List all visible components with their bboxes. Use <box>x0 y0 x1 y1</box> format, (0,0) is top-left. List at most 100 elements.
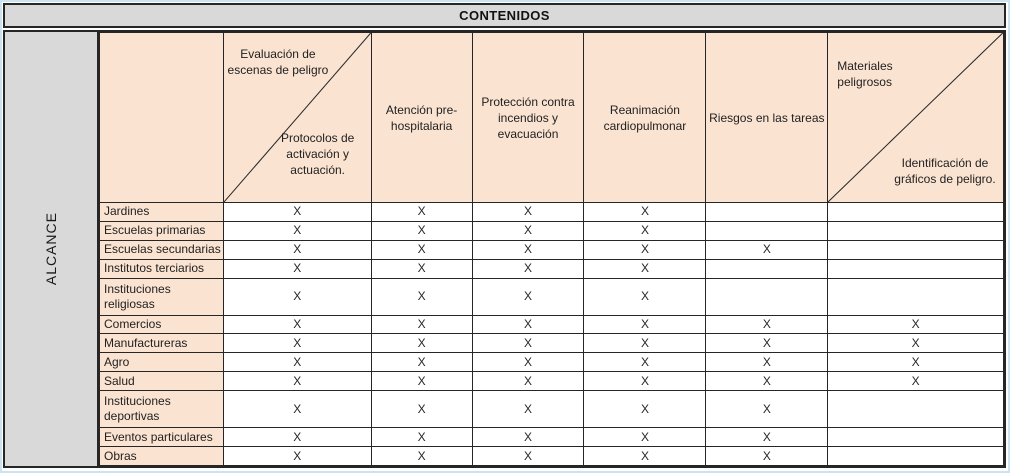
matrix-cell[interactable]: X <box>222 239 372 260</box>
matrix-cell[interactable]: X <box>705 371 829 392</box>
matrix-cell[interactable]: X <box>827 371 1004 392</box>
matrix-cell[interactable]: X <box>222 333 372 354</box>
column-header-proteccion[interactable]: Protección contra incendios y evacuación <box>471 32 585 203</box>
row-label-cell[interactable]: Eventos particulares <box>99 427 224 448</box>
matrix-cell[interactable]: X <box>370 314 473 335</box>
contenidos-matrix-table: Evaluación de escenas de peligro Protoco… <box>99 32 1004 466</box>
matrix-cell[interactable] <box>827 390 1004 429</box>
matrix-cell[interactable]: X <box>827 352 1004 373</box>
matrix-cell[interactable]: X <box>471 239 585 260</box>
matrix-cell[interactable] <box>705 258 829 279</box>
matrix-cell[interactable] <box>705 277 829 316</box>
matrix-cell[interactable]: X <box>471 258 585 279</box>
matrix-cell[interactable]: X <box>705 427 829 448</box>
matrix-cell[interactable] <box>705 220 829 241</box>
contenidos-title: CONTENIDOS <box>459 8 550 23</box>
matrix-cell[interactable]: X <box>222 258 372 279</box>
matrix-cell[interactable]: X <box>583 239 707 260</box>
matrix-cell[interactable]: X <box>583 258 707 279</box>
table-row: Instituciones religiosas X X X X <box>99 277 1004 316</box>
matrix-cell[interactable]: X <box>222 427 372 448</box>
matrix-cell[interactable] <box>827 258 1004 279</box>
matrix-cell[interactable]: X <box>370 277 473 316</box>
row-label-cell[interactable]: Instituciones religiosas <box>99 277 224 316</box>
matrix-cell[interactable]: X <box>471 277 585 316</box>
row-label-cell[interactable]: Obras <box>99 446 224 466</box>
matrix-cell[interactable]: X <box>222 202 372 222</box>
header-row: Evaluación de escenas de peligro Protoco… <box>99 32 1004 203</box>
row-label-cell[interactable]: Institutos terciarios <box>99 258 224 279</box>
row-label-cell[interactable]: Instituciones deportivas <box>99 390 224 429</box>
matrix-cell[interactable]: X <box>370 202 473 222</box>
matrix-cell[interactable]: X <box>222 446 372 466</box>
diagonal-divider-line <box>224 33 371 202</box>
matrix-cell[interactable]: X <box>705 314 829 335</box>
row-label-cell[interactable]: Comercios <box>99 314 224 335</box>
matrix-cell[interactable] <box>827 427 1004 448</box>
matrix-cell[interactable]: X <box>370 239 473 260</box>
matrix-cell[interactable]: X <box>222 371 372 392</box>
matrix-cell[interactable]: X <box>471 314 585 335</box>
matrix-cell[interactable]: X <box>370 446 473 466</box>
row-label-cell[interactable]: Agro <box>99 352 224 373</box>
matrix-cell[interactable]: X <box>705 239 829 260</box>
matrix-cell[interactable]: X <box>370 390 473 429</box>
matrix-cell[interactable]: X <box>471 390 585 429</box>
matrix-cell[interactable]: X <box>222 220 372 241</box>
row-label-cell[interactable]: Manufactureras <box>99 333 224 354</box>
row-label-cell[interactable]: Escuelas primarias <box>99 220 224 241</box>
diagonal-divider-line <box>828 33 1003 202</box>
matrix-cell[interactable]: X <box>471 220 585 241</box>
matrix-cell[interactable]: X <box>583 427 707 448</box>
row-label-cell[interactable]: Salud <box>99 371 224 392</box>
matrix-cell[interactable]: X <box>705 352 829 373</box>
matrix-cell[interactable]: X <box>471 333 585 354</box>
matrix-cell[interactable]: X <box>705 390 829 429</box>
matrix-cell[interactable]: X <box>583 314 707 335</box>
matrix-cell[interactable]: X <box>471 427 585 448</box>
matrix-cell[interactable] <box>705 202 829 222</box>
column-header-riesgos[interactable]: Riesgos en las tareas <box>705 32 829 203</box>
column-header-evaluacion-protocolos[interactable]: Evaluación de escenas de peligro Protoco… <box>222 32 372 203</box>
matrix-cell[interactable]: X <box>222 390 372 429</box>
matrix-cell[interactable]: X <box>583 333 707 354</box>
column-header-reanimacion[interactable]: Reanimación cardiopulmonar <box>583 32 707 203</box>
matrix-cell[interactable] <box>827 277 1004 316</box>
matrix-cell[interactable] <box>827 239 1004 260</box>
matrix-cell[interactable]: X <box>370 220 473 241</box>
matrix-cell[interactable]: X <box>471 371 585 392</box>
matrix-cell[interactable]: X <box>583 220 707 241</box>
matrix-cell[interactable]: X <box>370 333 473 354</box>
matrix-cell[interactable]: X <box>583 446 707 466</box>
matrix-cell[interactable]: X <box>827 314 1004 335</box>
matrix-cell[interactable]: X <box>705 333 829 354</box>
matrix-cell[interactable]: X <box>705 446 829 466</box>
corner-empty-cell[interactable] <box>99 32 224 203</box>
matrix-cell[interactable]: X <box>583 277 707 316</box>
matrix-cell[interactable]: X <box>222 277 372 316</box>
row-label-cell[interactable]: Escuelas secundarias <box>99 239 224 260</box>
column-header-atencion[interactable]: Atención pre-hospitalaria <box>370 32 473 203</box>
matrix-cell[interactable]: X <box>370 371 473 392</box>
column-header-bottom-label: Protocolos de activación y actuación. <box>280 131 355 177</box>
matrix-cell[interactable]: X <box>583 202 707 222</box>
matrix-cell[interactable] <box>827 202 1004 222</box>
matrix-cell[interactable]: X <box>583 352 707 373</box>
matrix-cell[interactable]: X <box>370 427 473 448</box>
matrix-cell[interactable] <box>827 220 1004 241</box>
row-label-cell[interactable]: Jardines <box>99 202 224 222</box>
matrix-cell[interactable]: X <box>370 352 473 373</box>
matrix-cell[interactable]: X <box>370 258 473 279</box>
matrix-cell[interactable]: X <box>471 202 585 222</box>
alcance-sidebar-cell[interactable]: ALCANCE <box>5 32 99 466</box>
column-header-materiales-identificacion[interactable]: Materiales peligrosos Identificación de … <box>827 32 1004 203</box>
matrix-cell[interactable]: X <box>471 352 585 373</box>
matrix-cell[interactable]: X <box>583 390 707 429</box>
matrix-cell[interactable]: X <box>583 371 707 392</box>
matrix-cell[interactable]: X <box>222 314 372 335</box>
matrix-cell[interactable]: X <box>222 352 372 373</box>
matrix-area: ALCANCE Evaluación d <box>3 30 1006 468</box>
matrix-cell[interactable]: X <box>471 446 585 466</box>
matrix-cell[interactable]: X <box>827 333 1004 354</box>
matrix-cell[interactable] <box>827 446 1004 466</box>
